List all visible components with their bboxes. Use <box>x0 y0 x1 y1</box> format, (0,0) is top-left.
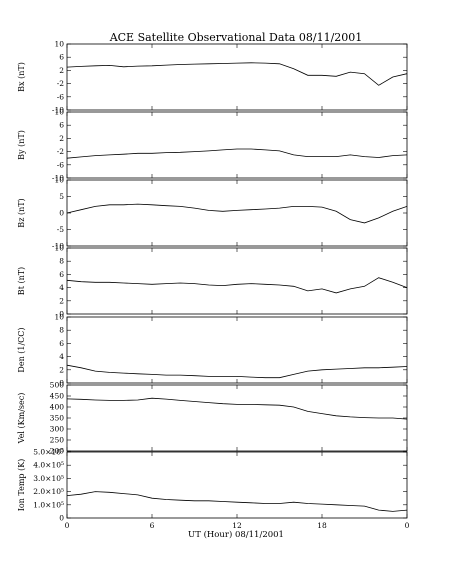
y-axis-label: Bt (nT) <box>17 267 26 295</box>
series-line <box>66 62 408 86</box>
y-tick-label: -2 <box>57 79 65 88</box>
panel-2: 10 6 2 -2 -6 -10 By (nT) <box>17 108 408 183</box>
y-tick-label: 400 <box>50 403 65 412</box>
y-axis-label: Vel (Km/sec) <box>17 393 26 445</box>
y-tick-label: 10 <box>54 313 64 322</box>
y-axis-label: Bx (nT) <box>17 62 26 92</box>
y-tick-label: 2 <box>59 296 64 305</box>
panel-7: 5.0×10⁵ 4.0×10⁵ 3.0×10⁵ 2.0×10⁵ 1.0×10⁵ 0 Ion … <box>17 448 408 523</box>
panel-frame <box>66 43 408 111</box>
series-line <box>66 148 408 159</box>
y-tick-label: 8 <box>59 257 64 266</box>
y-tick-label: 2 <box>59 66 64 75</box>
panel-frame <box>66 111 408 179</box>
x-tick-label: 0 <box>65 521 70 530</box>
y-tick-label: 10 <box>54 176 64 185</box>
x-tick-label: 6 <box>150 521 155 530</box>
y-tick-label: 300 <box>50 425 65 434</box>
y-axis-label: Den (1/CC) <box>17 327 26 372</box>
y-tick-label: -2 <box>57 147 65 156</box>
y-tick-label: 2.0×10⁵ <box>33 487 64 496</box>
x-tick-label: 12 <box>232 521 242 530</box>
y-tick-label: 6 <box>59 270 64 279</box>
y-tick-label: 0 <box>59 310 64 319</box>
y-tick-label: 250 <box>50 436 65 445</box>
panel-frame <box>66 247 408 315</box>
panel-frame <box>66 451 408 519</box>
y-tick-label: 1.0×10⁵ <box>33 500 64 509</box>
panel-3: 10 5 0 -5 -10 Bz (nT) <box>17 176 408 251</box>
y-tick-label: 6 <box>59 53 64 62</box>
y-tick-label: 5.0×10⁵ <box>33 448 64 457</box>
panel-1: 10 6 2 -2 -6 -10 Bx (nT) <box>17 40 408 115</box>
y-tick-label: 4 <box>59 352 64 361</box>
y-tick-label: 500 <box>50 381 65 390</box>
series-line <box>66 491 408 512</box>
y-tick-label: 6 <box>59 339 64 348</box>
series-line <box>66 277 408 294</box>
y-tick-label: 10 <box>54 244 64 253</box>
series-line <box>66 397 408 420</box>
x-tick-label: 0 <box>405 521 410 530</box>
y-tick-label: 3.0×10⁵ <box>33 474 64 483</box>
y-tick-label: -10 <box>52 174 64 183</box>
y-tick-label: -5 <box>57 225 65 234</box>
y-tick-label: 8 <box>59 326 64 335</box>
y-tick-label: 0 <box>59 209 64 218</box>
panel-frame <box>66 179 408 247</box>
y-axis-label: Ion Temp (K) <box>17 459 26 512</box>
chart-title: ACE Satellite Observational Data 08/11/2… <box>109 31 363 44</box>
y-tick-label: 0 <box>59 514 64 523</box>
y-tick-label: 5 <box>59 192 64 201</box>
y-tick-label: 2 <box>59 134 64 143</box>
panel-6: 500 450 400 350 300 250 200 Vel (Km/sec) <box>17 381 408 456</box>
y-tick-label: 10 <box>54 108 64 117</box>
y-tick-label: 4.0×10⁵ <box>33 461 64 470</box>
y-tick-label: 10 <box>54 40 64 49</box>
y-tick-label: -10 <box>52 242 64 251</box>
panel-4: 10 8 6 4 2 0 Bt (nT) <box>17 244 408 319</box>
y-tick-label: 200 <box>50 447 65 456</box>
x-axis-label: UT (Hour) 08/11/2001 <box>188 529 284 540</box>
y-tick-label: -10 <box>52 106 64 115</box>
y-tick-label: 350 <box>50 414 65 423</box>
y-axis-label: By (nT) <box>17 130 26 160</box>
y-tick-label: -6 <box>57 92 65 101</box>
y-axis-label: Bz (nT) <box>17 198 26 227</box>
series-line <box>66 203 408 224</box>
y-tick-label: 2 <box>59 365 64 374</box>
y-tick-label: 4 <box>59 283 64 292</box>
y-tick-label: 6 <box>59 121 64 130</box>
panel-5: 10 8 6 4 2 0 Den (1/CC) <box>17 313 408 388</box>
y-tick-label: 450 <box>50 392 65 401</box>
y-tick-label: 0 <box>59 379 64 388</box>
y-tick-label: -6 <box>57 160 65 169</box>
series-line <box>66 364 408 379</box>
x-tick-label: 18 <box>317 521 327 530</box>
panel-frame <box>66 384 408 452</box>
